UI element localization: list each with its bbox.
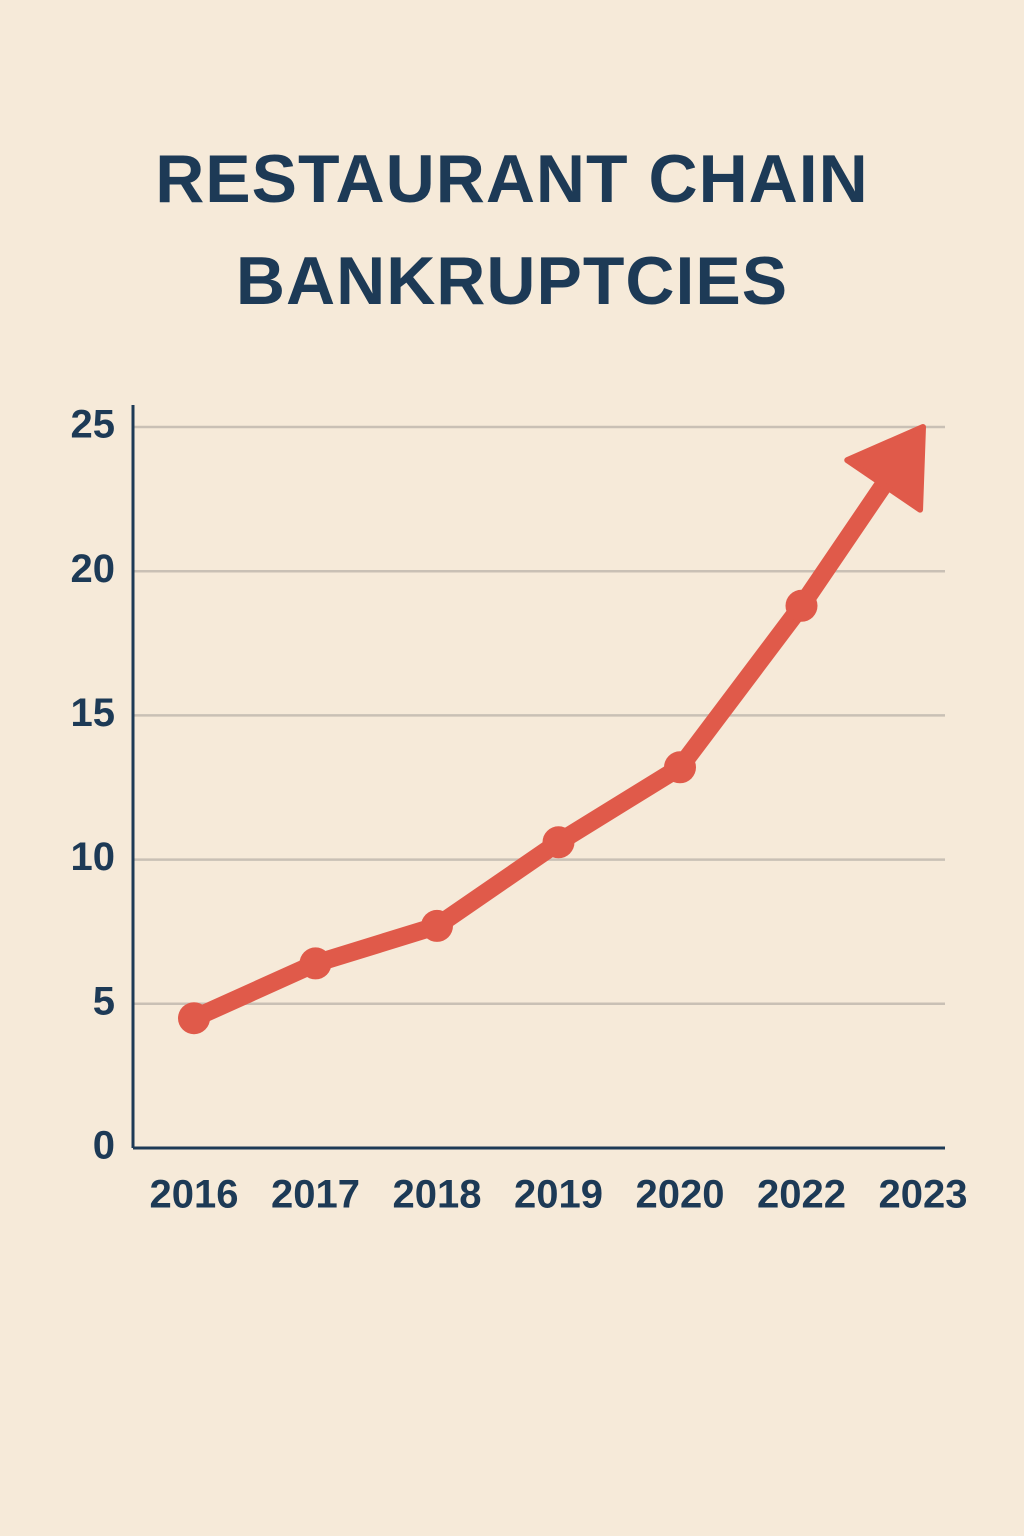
point-marker (299, 947, 332, 980)
x-tick-label: 2019 (514, 1173, 603, 1217)
x-tick-label: 2022 (757, 1173, 846, 1217)
x-tick-label: 2016 (150, 1173, 239, 1217)
x-tick-label: 2023 (879, 1173, 968, 1217)
point-marker (542, 826, 575, 859)
y-tick-label: 5 (93, 979, 115, 1023)
y-tick-label: 25 (71, 403, 116, 447)
data-line (185, 434, 921, 1028)
y-tick-label: 15 (71, 691, 116, 735)
x-tick-label: 2020 (636, 1173, 725, 1217)
x-tick-label: 2018 (393, 1173, 482, 1217)
arrow-head (844, 424, 926, 513)
y-tick-label: 20 (71, 547, 116, 591)
point-marker (178, 1002, 210, 1035)
point-marker (785, 589, 818, 622)
x-tick-label: 2017 (271, 1173, 360, 1217)
point-marker (664, 751, 696, 784)
chart-title: RESTAURANT CHAIN BANKRUPTCIES (155, 141, 869, 319)
y-tick-label: 0 (93, 1124, 115, 1168)
point-marker (421, 909, 453, 942)
y-tick-label: 10 (71, 835, 116, 879)
